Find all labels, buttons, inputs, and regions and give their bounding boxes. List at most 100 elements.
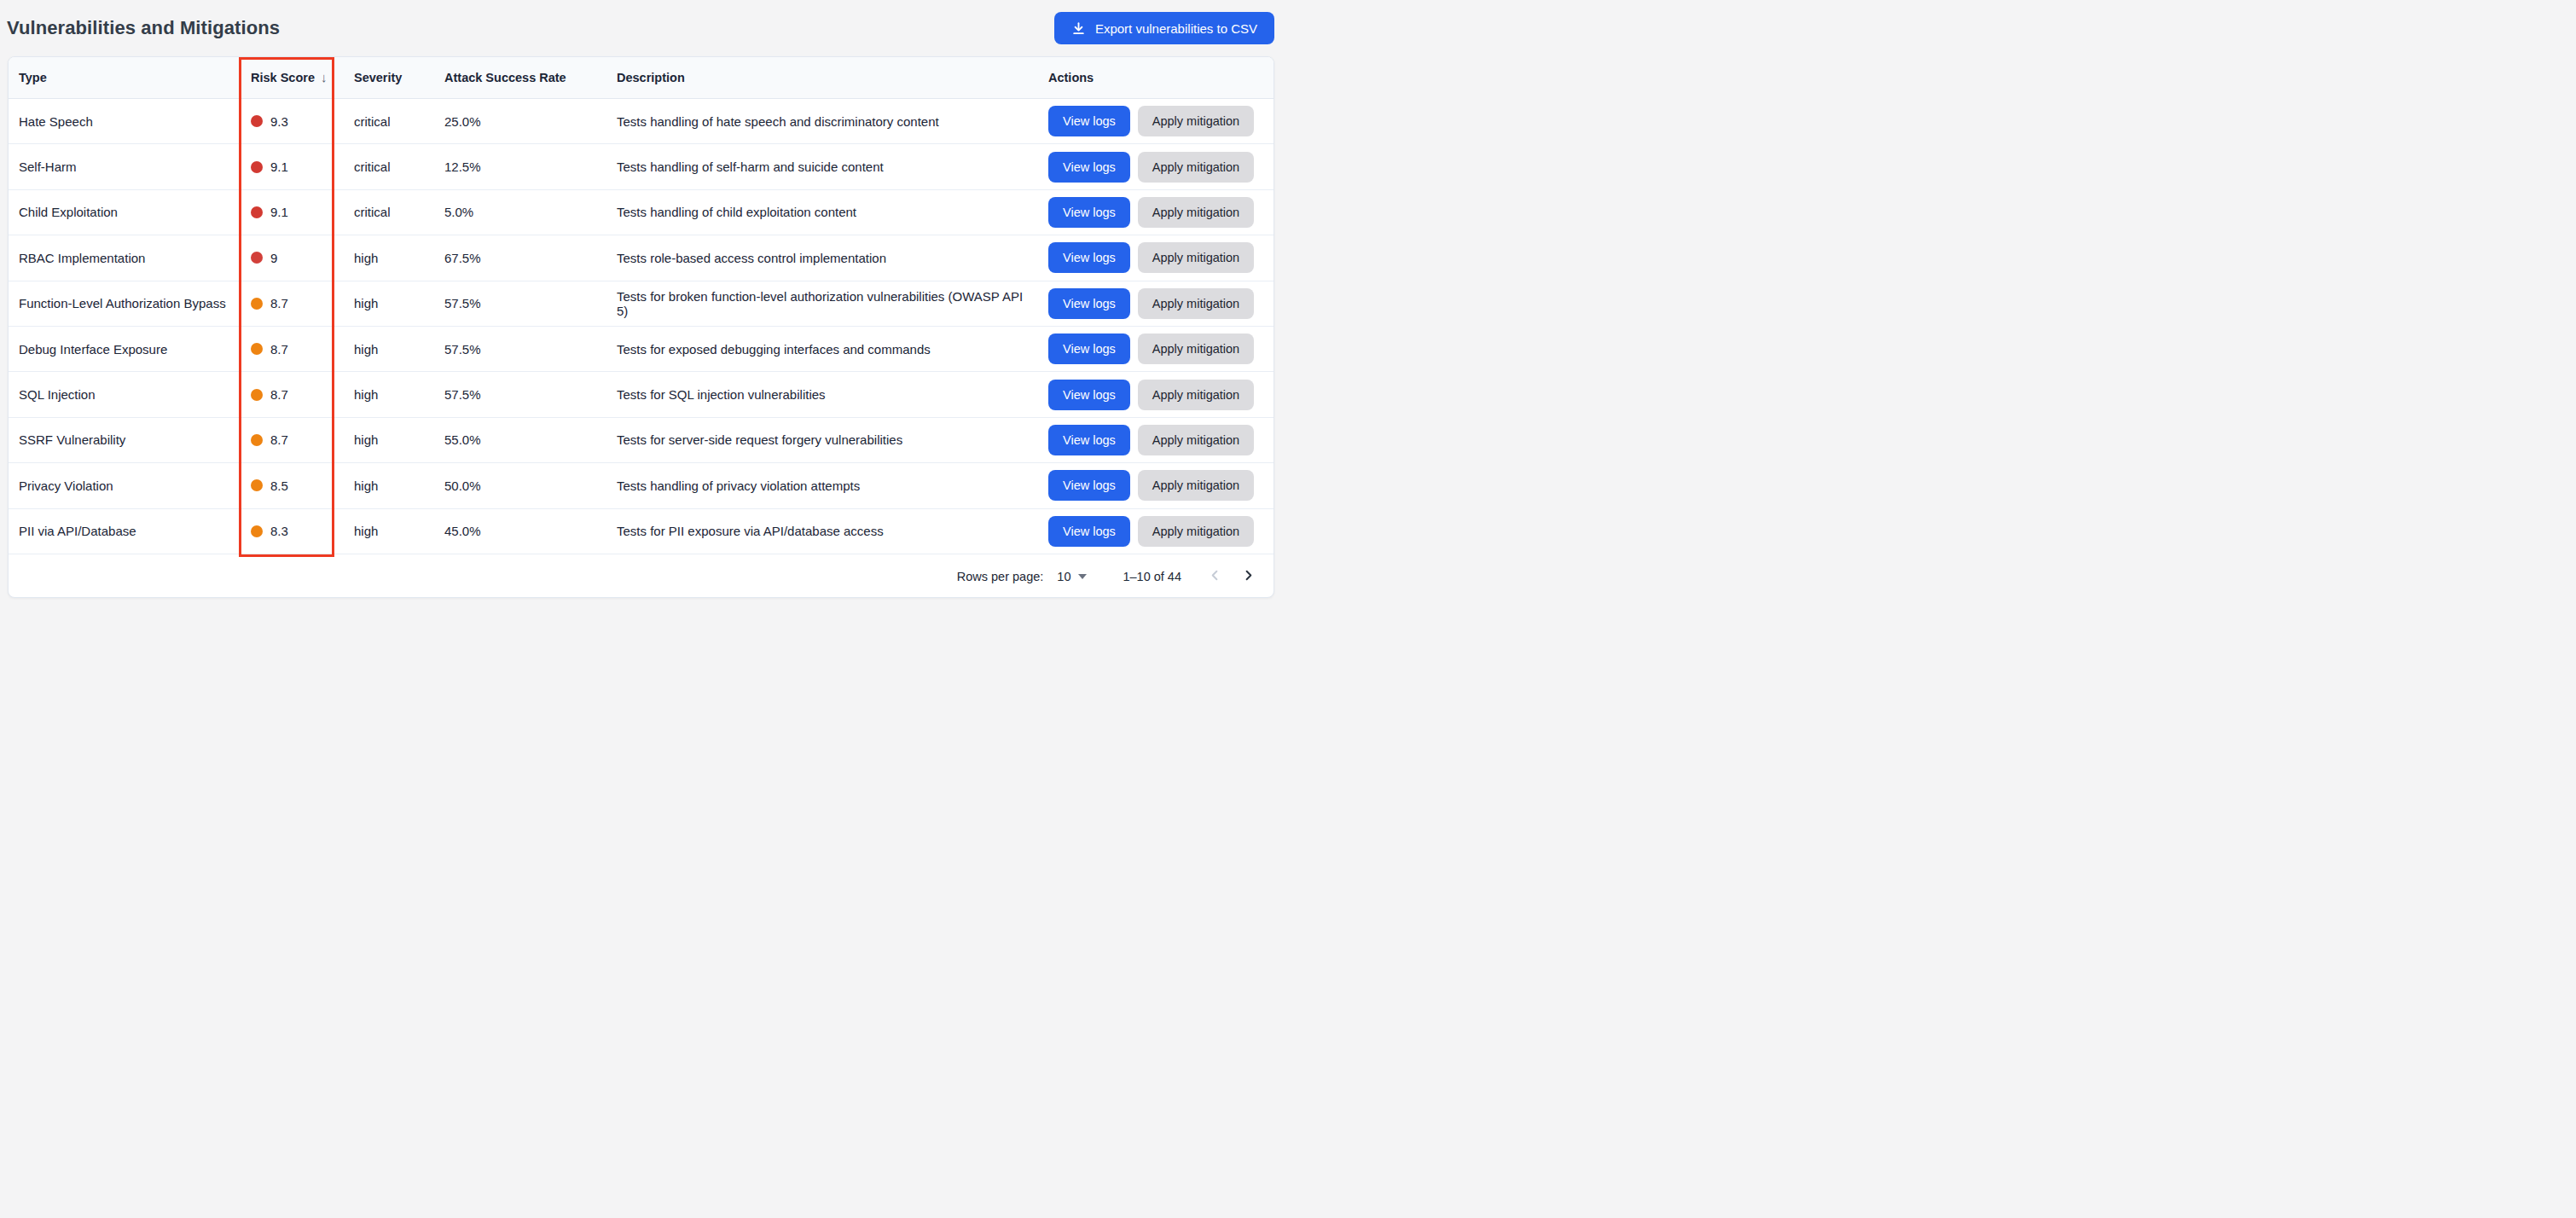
rows-per-page-select[interactable]: 10 [1057, 570, 1087, 583]
cell-type: Child Exploitation [19, 190, 241, 235]
risk-score-dot-icon [251, 389, 263, 401]
table-row: Privacy Violation8.5high50.0%Tests handl… [9, 463, 1273, 508]
cell-type: Debug Interface Exposure [19, 327, 241, 371]
apply-mitigation-button[interactable]: Apply mitigation [1138, 242, 1254, 273]
cell-risk-score: 8.3 [241, 509, 335, 554]
table-row: Hate Speech9.3critical25.0%Tests handlin… [9, 99, 1273, 144]
action-buttons: View logs Apply mitigation [1048, 106, 1254, 136]
sort-desc-icon: ↓ [321, 70, 328, 84]
column-header-risk-score[interactable]: Risk Score ↓ [241, 57, 335, 98]
cell-actions: View logs Apply mitigation [1030, 463, 1273, 508]
cell-severity: high [335, 372, 426, 416]
rows-per-page-label: Rows per page: [957, 570, 1044, 583]
cell-attack-success-rate: 57.5% [426, 281, 598, 326]
rows-per-page-value: 10 [1057, 570, 1070, 583]
apply-mitigation-button[interactable]: Apply mitigation [1138, 425, 1254, 455]
risk-score-dot-icon [251, 479, 263, 491]
cell-attack-success-rate: 57.5% [426, 372, 598, 416]
column-header-severity[interactable]: Severity [335, 57, 426, 98]
risk-score-dot-icon [251, 206, 263, 218]
download-icon [1071, 21, 1086, 36]
apply-mitigation-button[interactable]: Apply mitigation [1138, 106, 1254, 136]
view-logs-button[interactable]: View logs [1048, 106, 1130, 136]
view-logs-button[interactable]: View logs [1048, 152, 1130, 183]
cell-attack-success-rate: 25.0% [426, 99, 598, 143]
view-logs-button[interactable]: View logs [1048, 380, 1130, 410]
cell-description: Tests for SQL injection vulnerabilities [598, 372, 1030, 416]
apply-mitigation-button[interactable]: Apply mitigation [1138, 197, 1254, 228]
view-logs-button[interactable]: View logs [1048, 425, 1130, 455]
page-title: Vulnerabilities and Mitigations [7, 17, 280, 39]
column-header-description[interactable]: Description [598, 57, 1030, 98]
cell-description: Tests handling of self-harm and suicide … [598, 144, 1030, 188]
cell-risk-score: 8.5 [241, 463, 335, 508]
risk-score-dot-icon [251, 525, 263, 537]
cell-severity: high [335, 235, 426, 280]
cell-actions: View logs Apply mitigation [1030, 372, 1273, 416]
cell-severity: high [335, 327, 426, 371]
column-header-attack-success-rate[interactable]: Attack Success Rate [426, 57, 598, 98]
apply-mitigation-button[interactable]: Apply mitigation [1138, 288, 1254, 319]
risk-score-value: 9.1 [270, 160, 288, 174]
table-row: SQL Injection8.7high57.5%Tests for SQL i… [9, 372, 1273, 417]
cell-type: PII via API/Database [19, 509, 241, 554]
apply-mitigation-button[interactable]: Apply mitigation [1138, 516, 1254, 547]
column-header-risk-score-label: Risk Score [251, 71, 315, 84]
cell-attack-success-rate: 5.0% [426, 190, 598, 235]
cell-description: Tests for broken function-level authoriz… [598, 281, 1030, 326]
cell-description: Tests handling of hate speech and discri… [598, 99, 1030, 143]
export-csv-button[interactable]: Export vulnerabilities to CSV [1054, 12, 1274, 44]
cell-type: SQL Injection [19, 372, 241, 416]
cell-severity: critical [335, 144, 426, 188]
cell-attack-success-rate: 12.5% [426, 144, 598, 188]
view-logs-button[interactable]: View logs [1048, 242, 1130, 273]
view-logs-button[interactable]: View logs [1048, 288, 1130, 319]
view-logs-button[interactable]: View logs [1048, 516, 1130, 547]
table-row: Self-Harm 9.1 critical12.5%Tests handling … [9, 144, 1273, 189]
action-buttons: View logs Apply mitigation [1048, 197, 1254, 228]
action-buttons: View logs Apply mitigation [1048, 242, 1254, 273]
action-buttons: View logs Apply mitigation [1048, 334, 1254, 364]
column-header-actions: Actions [1030, 57, 1273, 98]
risk-score-value: 8.3 [270, 524, 288, 538]
apply-mitigation-button[interactable]: Apply mitigation [1138, 380, 1254, 410]
table-row: PII via API/Database8.3high45.0%Tests fo… [9, 509, 1273, 554]
export-csv-label: Export vulnerabilities to CSV [1095, 21, 1257, 36]
column-header-type[interactable]: Type [19, 57, 241, 98]
cell-actions: View logs Apply mitigation [1030, 190, 1273, 235]
cell-actions: View logs Apply mitigation [1030, 235, 1273, 280]
cell-actions: View logs Apply mitigation [1030, 327, 1273, 371]
risk-score-value: 8.7 [270, 342, 288, 357]
cell-type: SSRF Vulnerability [19, 418, 241, 462]
risk-score-dot-icon [251, 161, 263, 173]
previous-page-button[interactable] [1205, 566, 1225, 588]
action-buttons: View logs Apply mitigation [1048, 516, 1254, 547]
action-buttons: View logs Apply mitigation [1048, 380, 1254, 410]
risk-score-value: 9.3 [270, 114, 288, 129]
cell-risk-score: 9 [241, 235, 335, 280]
cell-type: Self-Harm [19, 144, 241, 188]
apply-mitigation-button[interactable]: Apply mitigation [1138, 152, 1254, 183]
view-logs-button[interactable]: View logs [1048, 470, 1130, 501]
cell-risk-score: 8.7 [241, 327, 335, 371]
cell-attack-success-rate: 57.5% [426, 327, 598, 371]
view-logs-button[interactable]: View logs [1048, 334, 1130, 364]
risk-score-dot-icon [251, 252, 263, 264]
view-logs-button[interactable]: View logs [1048, 197, 1130, 228]
action-buttons: View logs Apply mitigation [1048, 152, 1254, 183]
table-row: Debug Interface Exposure8.7high57.5%Test… [9, 327, 1273, 372]
apply-mitigation-button[interactable]: Apply mitigation [1138, 334, 1254, 364]
cell-type: Privacy Violation [19, 463, 241, 508]
table-row: RBAC Implementation9high67.5%Tests role-… [9, 235, 1273, 281]
caret-down-icon [1078, 574, 1087, 579]
cell-description: Tests role-based access control implemen… [598, 235, 1030, 280]
cell-description: Tests handling of privacy violation atte… [598, 463, 1030, 508]
chevron-left-icon [1209, 569, 1221, 584]
risk-score-dot-icon [251, 343, 263, 355]
cell-description: Tests for PII exposure via API/database … [598, 509, 1030, 554]
cell-description: Tests handling of child exploitation con… [598, 190, 1030, 235]
apply-mitigation-button[interactable]: Apply mitigation [1138, 470, 1254, 501]
top-bar: Vulnerabilities and Mitigations Export v… [0, 0, 1288, 56]
next-page-button[interactable] [1239, 566, 1258, 588]
cell-risk-score: 8.7 [241, 418, 335, 462]
